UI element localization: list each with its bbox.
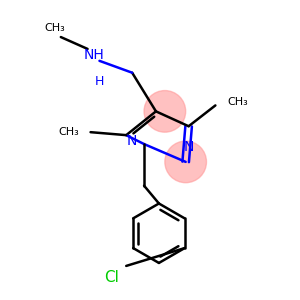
Text: NH: NH [83,48,104,62]
Text: N: N [184,140,194,154]
Circle shape [144,91,186,132]
Text: CH₃: CH₃ [58,127,79,137]
Text: Cl: Cl [104,270,119,285]
Text: N: N [127,134,137,148]
Text: H: H [95,75,104,88]
Circle shape [165,141,206,183]
Text: CH₃: CH₃ [44,23,65,33]
Text: CH₃: CH₃ [227,98,248,107]
